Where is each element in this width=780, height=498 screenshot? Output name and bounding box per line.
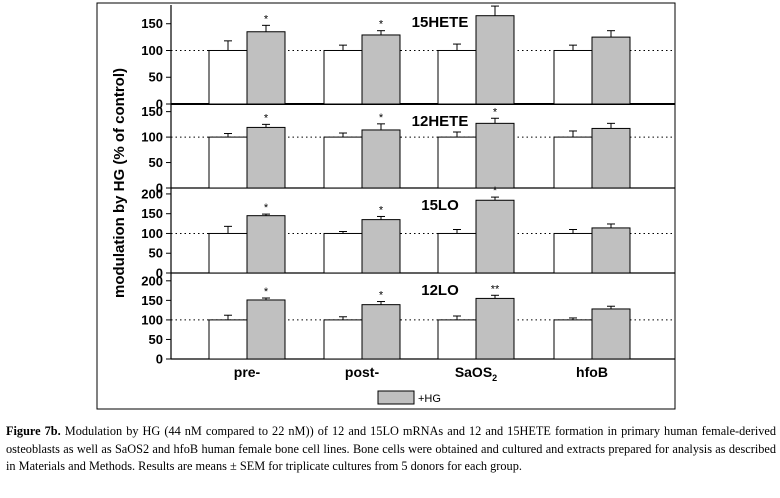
category-label: pre- — [234, 364, 261, 380]
hg-bar — [246, 215, 286, 274]
control-bar — [208, 319, 248, 360]
y-tick-label: 150 — [141, 293, 163, 308]
significance-mark: * — [264, 286, 269, 298]
panel-title: 12LO — [421, 282, 459, 299]
control-bar — [437, 49, 477, 105]
control-bar — [437, 136, 477, 189]
control-bar — [323, 49, 363, 105]
panel-title: 15LO — [421, 197, 459, 214]
y-axis-label: modulation by HG (% of control) — [111, 68, 128, 298]
control-bar — [553, 136, 593, 189]
category-label: SaOS2 — [455, 364, 497, 383]
hg-bar — [591, 127, 631, 189]
control-bar — [323, 232, 363, 274]
y-tick-label: 150 — [141, 206, 163, 221]
control-bar — [323, 136, 363, 189]
panel-title: 12HETE — [412, 113, 469, 130]
hg-bar — [475, 15, 515, 105]
caption-text: Modulation by HG (44 nM compared to 22 n… — [6, 424, 776, 473]
hg-bar — [361, 34, 401, 105]
y-tick-label: 100 — [141, 226, 163, 241]
y-tick-label: 0 — [156, 266, 163, 281]
legend: +HG — [377, 390, 441, 405]
control-bar — [437, 232, 477, 274]
hg-bar — [591, 36, 631, 105]
significance-mark: * — [379, 112, 384, 124]
y-tick-label: 100 — [141, 43, 163, 58]
hg-bar — [246, 126, 286, 189]
hg-bar — [475, 199, 515, 274]
control-bar — [208, 49, 248, 105]
hg-bar — [591, 227, 631, 274]
y-tick-label: 0 — [156, 352, 163, 367]
figure-caption: Figure 7b. Modulation by HG (44 nM compa… — [6, 423, 776, 476]
y-tick-label: 0 — [156, 97, 163, 112]
hg-bar — [591, 308, 631, 360]
control-bar — [553, 319, 593, 360]
significance-mark: * — [379, 204, 384, 216]
significance-mark: ** — [491, 283, 500, 295]
y-tick-label: 0 — [156, 181, 163, 196]
significance-mark: * — [264, 202, 269, 214]
control-bar — [208, 136, 248, 189]
y-tick-label: 50 — [149, 155, 163, 170]
category-label: post- — [345, 364, 380, 380]
y-tick-label: 200 — [141, 273, 163, 288]
figure-chart: modulation by HG (% of control) 0 50 100 15… — [96, 0, 676, 410]
control-bar — [437, 319, 477, 360]
hg-bar — [475, 122, 515, 189]
control-bar — [553, 232, 593, 274]
significance-mark: * — [493, 0, 498, 6]
control-bar — [208, 232, 248, 274]
panel-title: 15HETE — [412, 14, 469, 31]
significance-mark: * — [493, 185, 498, 197]
hg-bar — [246, 31, 286, 105]
y-tick-label: 150 — [141, 16, 163, 31]
legend-label-hg: +HG — [418, 393, 441, 405]
control-bar — [553, 49, 593, 105]
significance-mark: * — [379, 19, 384, 31]
significance-mark: * — [493, 106, 498, 118]
hg-bar — [361, 129, 401, 189]
category-label: hfoB — [576, 364, 608, 380]
panel-12HETE: 0 50 100 150 12HETE * * * — [141, 104, 675, 196]
hg-bar — [475, 297, 515, 360]
x-axis-labels: pre-post- SaOS2 hfoB — [234, 364, 608, 383]
significance-mark: * — [264, 112, 269, 124]
hg-bar — [246, 299, 286, 360]
hg-bar — [361, 304, 401, 360]
caption-label: Figure 7b. — [6, 424, 61, 438]
y-tick-label: 100 — [141, 312, 163, 327]
y-tick-label: 150 — [141, 104, 163, 119]
legend-swatch-hg — [377, 390, 415, 405]
significance-mark: * — [264, 13, 269, 25]
significance-mark: * — [379, 290, 384, 302]
figure-border — [96, 2, 676, 410]
control-bar — [323, 319, 363, 360]
y-tick-label: 50 — [149, 332, 163, 347]
y-tick-label: 100 — [141, 130, 163, 145]
y-tick-label: 50 — [149, 70, 163, 85]
y-tick-label: 200 — [141, 186, 163, 201]
panel-15HETE: 0 50 100 150 15HETE * * * — [141, 0, 675, 112]
panel-15LO: 0 50 100 150 200 15LO * * * — [141, 185, 675, 281]
y-tick-label: 50 — [149, 246, 163, 261]
hg-bar — [361, 219, 401, 274]
